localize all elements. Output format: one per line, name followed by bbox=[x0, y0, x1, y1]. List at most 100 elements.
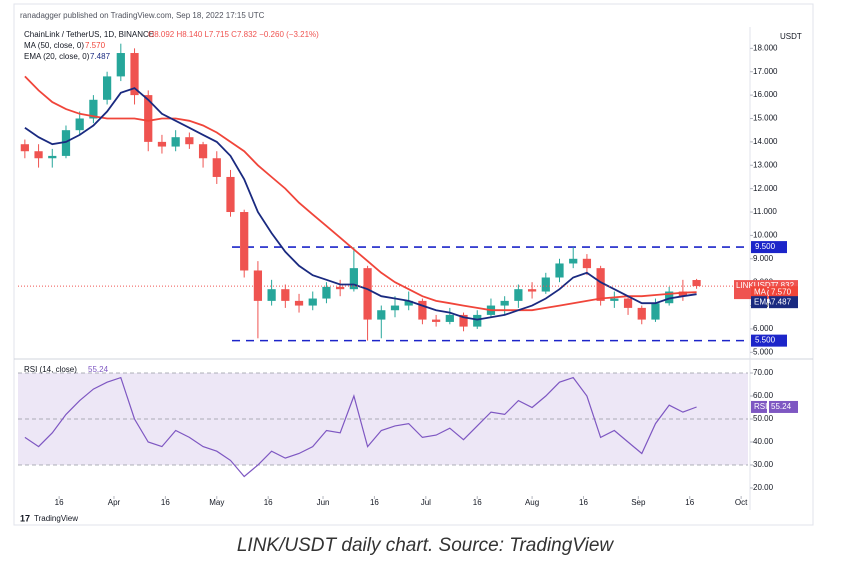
price-tag bbox=[751, 334, 787, 347]
price-tag bbox=[751, 241, 787, 254]
candle-body bbox=[336, 286, 345, 290]
logo-icon: 17 bbox=[20, 513, 30, 523]
legend-value: 7.487 bbox=[90, 52, 111, 61]
candle-body bbox=[404, 300, 413, 306]
y-tick-label: 17.000 bbox=[753, 67, 778, 76]
y-tick-label: 11.000 bbox=[753, 207, 777, 216]
candle-body bbox=[418, 300, 427, 320]
candle-body bbox=[157, 141, 167, 147]
candle-body bbox=[610, 298, 619, 301]
candle-body bbox=[89, 99, 98, 119]
price-tag-name-text: EMA bbox=[754, 297, 772, 306]
x-tick-label: 16 bbox=[370, 498, 379, 507]
y-tick-label: 13.000 bbox=[753, 160, 778, 169]
x-tick-label: Oct bbox=[735, 498, 748, 507]
candle-body bbox=[514, 289, 523, 301]
candle-body bbox=[102, 76, 112, 100]
price-tag-name-text: MA bbox=[754, 287, 767, 296]
y-tick-label: 40.00 bbox=[753, 437, 774, 446]
candle-body bbox=[171, 137, 180, 147]
candle-body bbox=[212, 158, 221, 177]
x-tick-label: Jun bbox=[317, 498, 330, 507]
candle-body bbox=[267, 289, 276, 301]
candle-body bbox=[555, 263, 564, 278]
price-tag-name-text: RSI bbox=[754, 402, 767, 411]
candle-body bbox=[459, 314, 468, 327]
candle-body bbox=[445, 314, 454, 322]
candle-body bbox=[322, 286, 331, 299]
candle-body bbox=[130, 53, 139, 96]
x-tick-label: 16 bbox=[264, 498, 273, 507]
y-tick-label: 50.00 bbox=[753, 414, 774, 423]
legend-value: 7.570 bbox=[85, 41, 106, 50]
x-tick-label: 16 bbox=[473, 498, 482, 507]
y-tick-label: 12.000 bbox=[753, 184, 778, 193]
x-tick-label: Sep bbox=[631, 498, 646, 507]
candle-body bbox=[281, 289, 290, 301]
candle-body bbox=[349, 268, 358, 290]
price-tag-name bbox=[751, 296, 767, 309]
candle-body bbox=[473, 314, 482, 327]
candle-body bbox=[20, 144, 29, 152]
candle-body bbox=[198, 144, 208, 159]
candle-body bbox=[596, 268, 605, 301]
candle-body bbox=[240, 212, 249, 271]
price-tag-name bbox=[751, 286, 767, 299]
candle-body bbox=[294, 300, 304, 306]
candle-body bbox=[75, 118, 84, 131]
currency: USDT bbox=[780, 32, 802, 41]
y-tick-label: 60.00 bbox=[753, 391, 774, 400]
candle-body bbox=[541, 277, 550, 292]
x-tick-label: 16 bbox=[685, 498, 694, 507]
rsi-line bbox=[24, 376, 697, 478]
candle-body bbox=[253, 270, 263, 301]
candle-body bbox=[226, 176, 235, 213]
price-tag-value: 7.487 bbox=[771, 297, 792, 306]
candle-body bbox=[651, 303, 660, 320]
logo-text: TradingView bbox=[34, 514, 78, 523]
candle-body bbox=[692, 280, 701, 287]
ma-line bbox=[24, 75, 697, 312]
y-tick-label: 16.000 bbox=[753, 90, 778, 99]
y-tick-label: 18.000 bbox=[753, 43, 778, 52]
price-tag-value: 9.500 bbox=[755, 242, 776, 251]
x-tick-label: 16 bbox=[579, 498, 588, 507]
x-tick-label: 16 bbox=[55, 498, 64, 507]
candle-body bbox=[144, 95, 153, 142]
candle-body bbox=[432, 319, 441, 322]
caption: LINK/USDT daily chart. Source: TradingVi… bbox=[237, 535, 615, 556]
candle-body bbox=[390, 305, 400, 311]
y-tick-label: 6.000 bbox=[753, 324, 774, 333]
symbol: ChainLink / TetherUS, 1D, BINANCE bbox=[24, 30, 154, 39]
price-tag-value: 5.500 bbox=[755, 336, 776, 345]
y-tick-label: 14.000 bbox=[753, 137, 778, 146]
candle-body bbox=[527, 289, 537, 292]
price-tag bbox=[769, 296, 798, 309]
candle-body bbox=[678, 291, 687, 297]
price-tag-value: 7.570 bbox=[771, 287, 792, 296]
y-tick-label: 5.000 bbox=[753, 347, 774, 356]
price-tag bbox=[769, 286, 798, 299]
price-tag-name bbox=[751, 400, 767, 413]
candle-body bbox=[569, 258, 578, 264]
legend-name: RSI (14, close) bbox=[24, 365, 77, 374]
logo: 17 TradingView bbox=[20, 513, 78, 523]
price-tag bbox=[769, 400, 798, 413]
candle-body bbox=[185, 137, 194, 145]
candle-body bbox=[637, 307, 646, 320]
price-tag-value: 55.24 bbox=[771, 402, 792, 411]
y-tick-label: 20.00 bbox=[753, 483, 774, 492]
x-tick-label: Aug bbox=[525, 498, 539, 507]
candle-body bbox=[623, 298, 633, 308]
candle-body bbox=[116, 53, 125, 77]
ma-line bbox=[24, 87, 697, 321]
x-tick-label: May bbox=[209, 498, 224, 507]
candle-body bbox=[363, 268, 372, 320]
legend-value: 55.24 bbox=[88, 365, 109, 374]
candle-body bbox=[582, 258, 592, 269]
candle-body bbox=[34, 151, 43, 159]
y-tick-label: 10.000 bbox=[753, 231, 778, 240]
plot bbox=[18, 43, 748, 342]
x-tick-label: Jul bbox=[421, 498, 431, 507]
